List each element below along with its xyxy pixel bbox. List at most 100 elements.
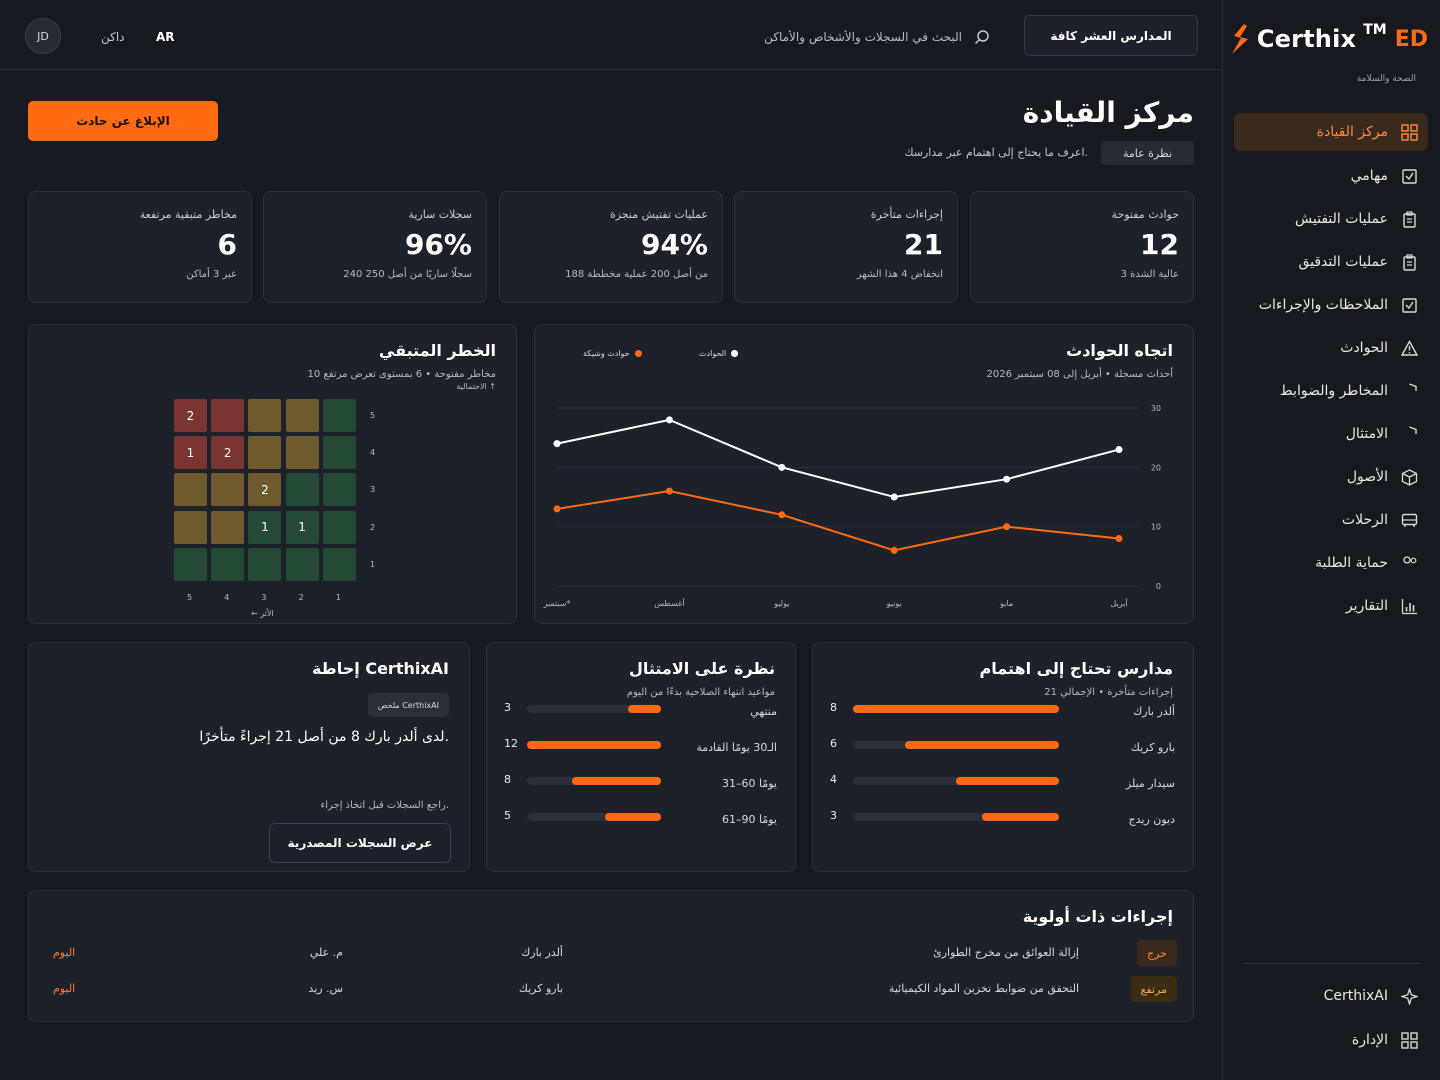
bar-fill — [904, 741, 1059, 749]
series-point — [553, 440, 561, 448]
heatmap-cell[interactable]: 1 — [248, 510, 282, 544]
bar-track — [527, 705, 661, 713]
sidebar-item-7[interactable]: الامتثال — [1234, 415, 1428, 453]
search-input[interactable] — [762, 30, 962, 44]
series-point — [665, 416, 673, 424]
y-tick-label: 1 — [370, 559, 376, 569]
heatmap-cell[interactable] — [211, 547, 245, 581]
heatmap-cell[interactable]: 2 — [174, 399, 207, 432]
heatmap-cell[interactable] — [211, 473, 245, 507]
heatmap-cell[interactable]: 1 — [174, 436, 207, 470]
priority-row[interactable]: حرج إزالة العوائق من مخرج الطوارئ ألدر بار… — [29, 940, 1193, 970]
bar-fill — [571, 777, 661, 785]
sidebar-item-3[interactable]: عمليات التدقيق — [1234, 243, 1428, 281]
heatmap-cell[interactable]: 2 — [211, 436, 245, 470]
bar-fill — [853, 705, 1059, 713]
series-point — [1115, 446, 1123, 454]
heatmap-cell[interactable] — [322, 436, 356, 470]
kpi-subtext: 188 من أصل 200 عملية مخططة — [565, 269, 708, 280]
heatmap-cell[interactable] — [322, 473, 356, 507]
heatmap-cell[interactable] — [174, 510, 207, 544]
heatmap-cell[interactable] — [322, 547, 356, 581]
report-incident-button[interactable]: الإبلاغ عن حادث — [28, 101, 218, 141]
heatmap-cell[interactable] — [322, 399, 356, 432]
sidebar-item-8[interactable]: الأصول — [1234, 458, 1428, 496]
sidebar-item-1[interactable]: مهامي — [1234, 157, 1428, 195]
overview-tab[interactable]: نظرة عامة — [1101, 141, 1194, 165]
sidebar-footer-item-1[interactable]: الإدارة — [1234, 1021, 1428, 1059]
y-tick-label: 10 — [1151, 523, 1161, 532]
sidebar-item-5[interactable]: الحوادث — [1234, 329, 1428, 367]
view-source-records-button[interactable]: عرض السجلات المصدرية — [269, 823, 451, 863]
kpi-value: 96% — [404, 228, 472, 261]
kpi-card[interactable]: عمليات تفتيش منجزة 94% 188 من أصل 200 عملي… — [499, 191, 723, 303]
ai-brief-card: إحاطة CerthixAI ملخص CerthixAI لدى ألدر … — [28, 642, 470, 872]
sidebar-item-4[interactable]: الملاحظات والإجراءات — [1234, 286, 1428, 324]
heatmap-cell[interactable] — [211, 510, 245, 544]
heatmap-cell[interactable] — [248, 436, 282, 470]
action-owner: س. ريد — [308, 982, 343, 995]
heatmap-cell[interactable] — [211, 399, 245, 432]
priority-row[interactable]: مرتفع التحقق من ضوابط تخزين المواد الكيمي… — [29, 976, 1193, 1006]
sidebar-item-label: مركز القيادة — [1316, 124, 1388, 140]
clipboard-list-icon — [1400, 253, 1418, 271]
y-tick-label: 5 — [370, 411, 376, 420]
ai-brief-title: إحاطة CerthixAI — [311, 659, 449, 678]
schools-attention-subtitle: إجراءات متأخرة • الإجمالي 21 — [1044, 687, 1173, 698]
language-toggle[interactable]: AR — [156, 30, 175, 44]
top-bar: JD داكن AR المدارس العشر كافة — [0, 0, 1222, 70]
heatmap-cell[interactable] — [248, 399, 282, 432]
series-point — [1003, 475, 1011, 483]
users-icon — [1400, 554, 1418, 572]
sidebar-item-0[interactable]: مركز القيادة — [1234, 113, 1428, 151]
likelihood-axis-label: الاحتمالية ↑ — [456, 382, 496, 391]
kpi-card[interactable]: حوادث مفتوحة 12 3 عالية الشدة — [970, 191, 1194, 303]
sidebar-item-label: الإدارة — [1351, 1032, 1388, 1048]
school-selector-button[interactable]: المدارس العشر كافة — [1024, 15, 1198, 56]
kpi-card[interactable]: إجراءات متأخرة 21 انخفاض 4 هذا الشهر — [734, 191, 958, 303]
y-tick-label: 3 — [370, 485, 376, 495]
x-tick-label: أغسطس — [654, 598, 684, 608]
heatmap-cell[interactable]: 1 — [285, 510, 319, 544]
y-tick-label: 20 — [1151, 463, 1161, 472]
sidebar-item-9[interactable]: الرحلات — [1234, 501, 1428, 539]
x-tick-label: 2 — [298, 593, 304, 602]
y-tick-label: 30 — [1151, 404, 1161, 413]
sidebar-footer-item-0[interactable]: CerthixAI — [1234, 977, 1428, 1015]
heatmap-cell[interactable] — [174, 547, 207, 581]
heatmap-cell[interactable] — [174, 473, 207, 507]
sidebar-item-6[interactable]: المخاطر والضوابط — [1234, 372, 1428, 410]
kpi-card[interactable]: مخاطر متبقية مرتفعة 6 عبر 3 أماكن — [28, 191, 252, 303]
x-tick-label: 1 — [335, 593, 341, 602]
brand-tm: TM — [1363, 22, 1387, 38]
sidebar-item-11[interactable]: التقارير — [1234, 587, 1428, 625]
bar-label: بارو كريك — [1130, 741, 1175, 754]
heatmap-cell[interactable] — [322, 510, 356, 544]
kpi-card[interactable]: سجلات سارية 96% 240 سجلًا ساريًا من أصل 25… — [263, 191, 487, 303]
brand-logo[interactable]: Certhix TM ED — [1227, 22, 1428, 56]
avatar[interactable]: JD — [25, 18, 61, 54]
heatmap-cell[interactable] — [285, 473, 319, 507]
kpi-label: مخاطر متبقية مرتفعة — [139, 208, 237, 221]
priority-actions-title: إجراءات ذات أولوية — [1022, 907, 1173, 926]
sidebar-item-10[interactable]: حماية الطلبة — [1234, 544, 1428, 582]
heatmap-cell[interactable] — [285, 547, 319, 581]
grid-icon — [1400, 123, 1418, 141]
legend-incidents-swatch — [731, 350, 739, 357]
x-tick-label: 3 — [261, 593, 267, 602]
heatmap-cell[interactable] — [248, 547, 282, 581]
x-tick-label: مايو — [999, 599, 1013, 608]
theme-toggle[interactable]: داكن — [101, 30, 125, 44]
sidebar-item-label: عمليات التفتيش — [1295, 211, 1388, 227]
x-tick-label: أبريل — [1110, 598, 1127, 608]
heatmap-cell[interactable] — [285, 436, 319, 470]
residual-risk-subtitle: 10 مخاطر مفتوحة • 6 بمستوى تعرض مرتفع — [307, 369, 497, 380]
heatmap-cell[interactable] — [285, 399, 319, 432]
heatmap-cell[interactable]: 2 — [248, 473, 282, 507]
sparkle-icon — [1400, 987, 1418, 1005]
sidebar-item-2[interactable]: عمليات التفتيش — [1234, 200, 1428, 238]
page-subtitle: اعرف ما يحتاج إلى اهتمام عبر مدارسك. — [904, 146, 1089, 159]
bar-label: ألدر بارك — [1133, 705, 1175, 718]
sidebar-item-label: التقارير — [1345, 598, 1388, 614]
kpi-value: 21 — [904, 228, 943, 261]
